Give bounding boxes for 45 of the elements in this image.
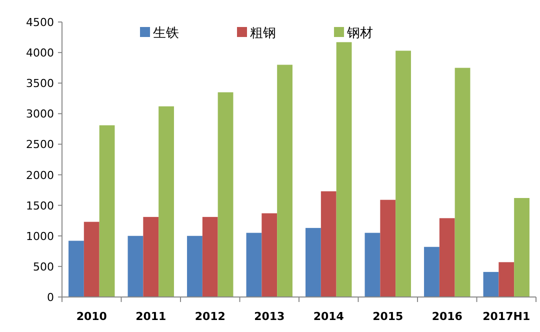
bar [498, 262, 514, 297]
x-tick-label: 2013 [254, 310, 285, 323]
x-tick-label: 2015 [372, 310, 404, 323]
y-tick-label: 0 [47, 291, 54, 304]
bar [187, 236, 202, 297]
bar [364, 232, 380, 297]
bar [306, 228, 321, 297]
bar [246, 232, 262, 297]
bar [439, 218, 455, 297]
bar [68, 240, 84, 297]
y-tick-label: 2500 [26, 138, 54, 152]
y-tick-label: 4000 [26, 46, 54, 60]
legend-label: 粗钢 [250, 26, 276, 41]
y-tick-label: 1000 [26, 230, 54, 243]
bar [514, 198, 530, 297]
y-tick-label: 2000 [26, 168, 54, 182]
bar [424, 246, 440, 297]
bar [380, 200, 396, 297]
bar [143, 216, 159, 297]
x-tick-label: 2016 [432, 310, 463, 323]
y-tick-label: 3000 [26, 108, 54, 121]
bar [336, 42, 352, 297]
bar [84, 222, 100, 297]
bar [396, 50, 411, 297]
y-tick-label: 500 [33, 260, 54, 274]
x-tick-label: 2010 [76, 310, 108, 323]
bar [262, 213, 278, 297]
bar [277, 64, 292, 297]
bar [218, 92, 234, 297]
bar [99, 125, 115, 297]
bar [454, 68, 470, 297]
bar [202, 216, 218, 297]
bar [128, 236, 144, 297]
bar [158, 106, 174, 297]
x-tick-label: 2014 [313, 310, 344, 323]
bar [483, 272, 499, 297]
y-tick-label: 1500 [26, 199, 54, 212]
x-tick-label: 2012 [194, 310, 226, 323]
legend-label: 生铁 [153, 26, 179, 41]
bar [320, 191, 336, 297]
y-tick-label: 3500 [26, 77, 54, 90]
x-tick-label: 2017H1 [482, 310, 530, 323]
x-tick-label: 2011 [136, 310, 166, 323]
legend-label: 钢材 [346, 26, 373, 41]
y-tick-label: 4500 [26, 16, 54, 29]
